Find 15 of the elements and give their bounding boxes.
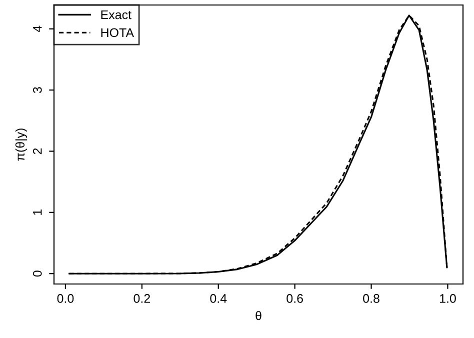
y-axis-title: π(θ|y) [15, 128, 28, 161]
y-tick-label: 4 [33, 26, 42, 32]
y-tick-label: 3 [32, 87, 42, 94]
x-tick-label: 0.0 [57, 294, 74, 303]
y-tick-label: 2 [32, 148, 42, 154]
y-tick-label: 1 [33, 210, 42, 215]
x-tick-label: 0.8 [363, 294, 380, 303]
x-axis-title: θ [256, 310, 262, 320]
x-tick-label: 0.6 [286, 294, 303, 303]
x-tick-label: 0.4 [210, 294, 227, 303]
y-tick-label: 0 [32, 270, 42, 277]
x-tick-label: 0.2 [134, 294, 150, 303]
legend-label: Exact [101, 10, 132, 20]
x-tick-label: 1.0 [440, 294, 456, 303]
legend-label: HOTA [101, 28, 134, 38]
